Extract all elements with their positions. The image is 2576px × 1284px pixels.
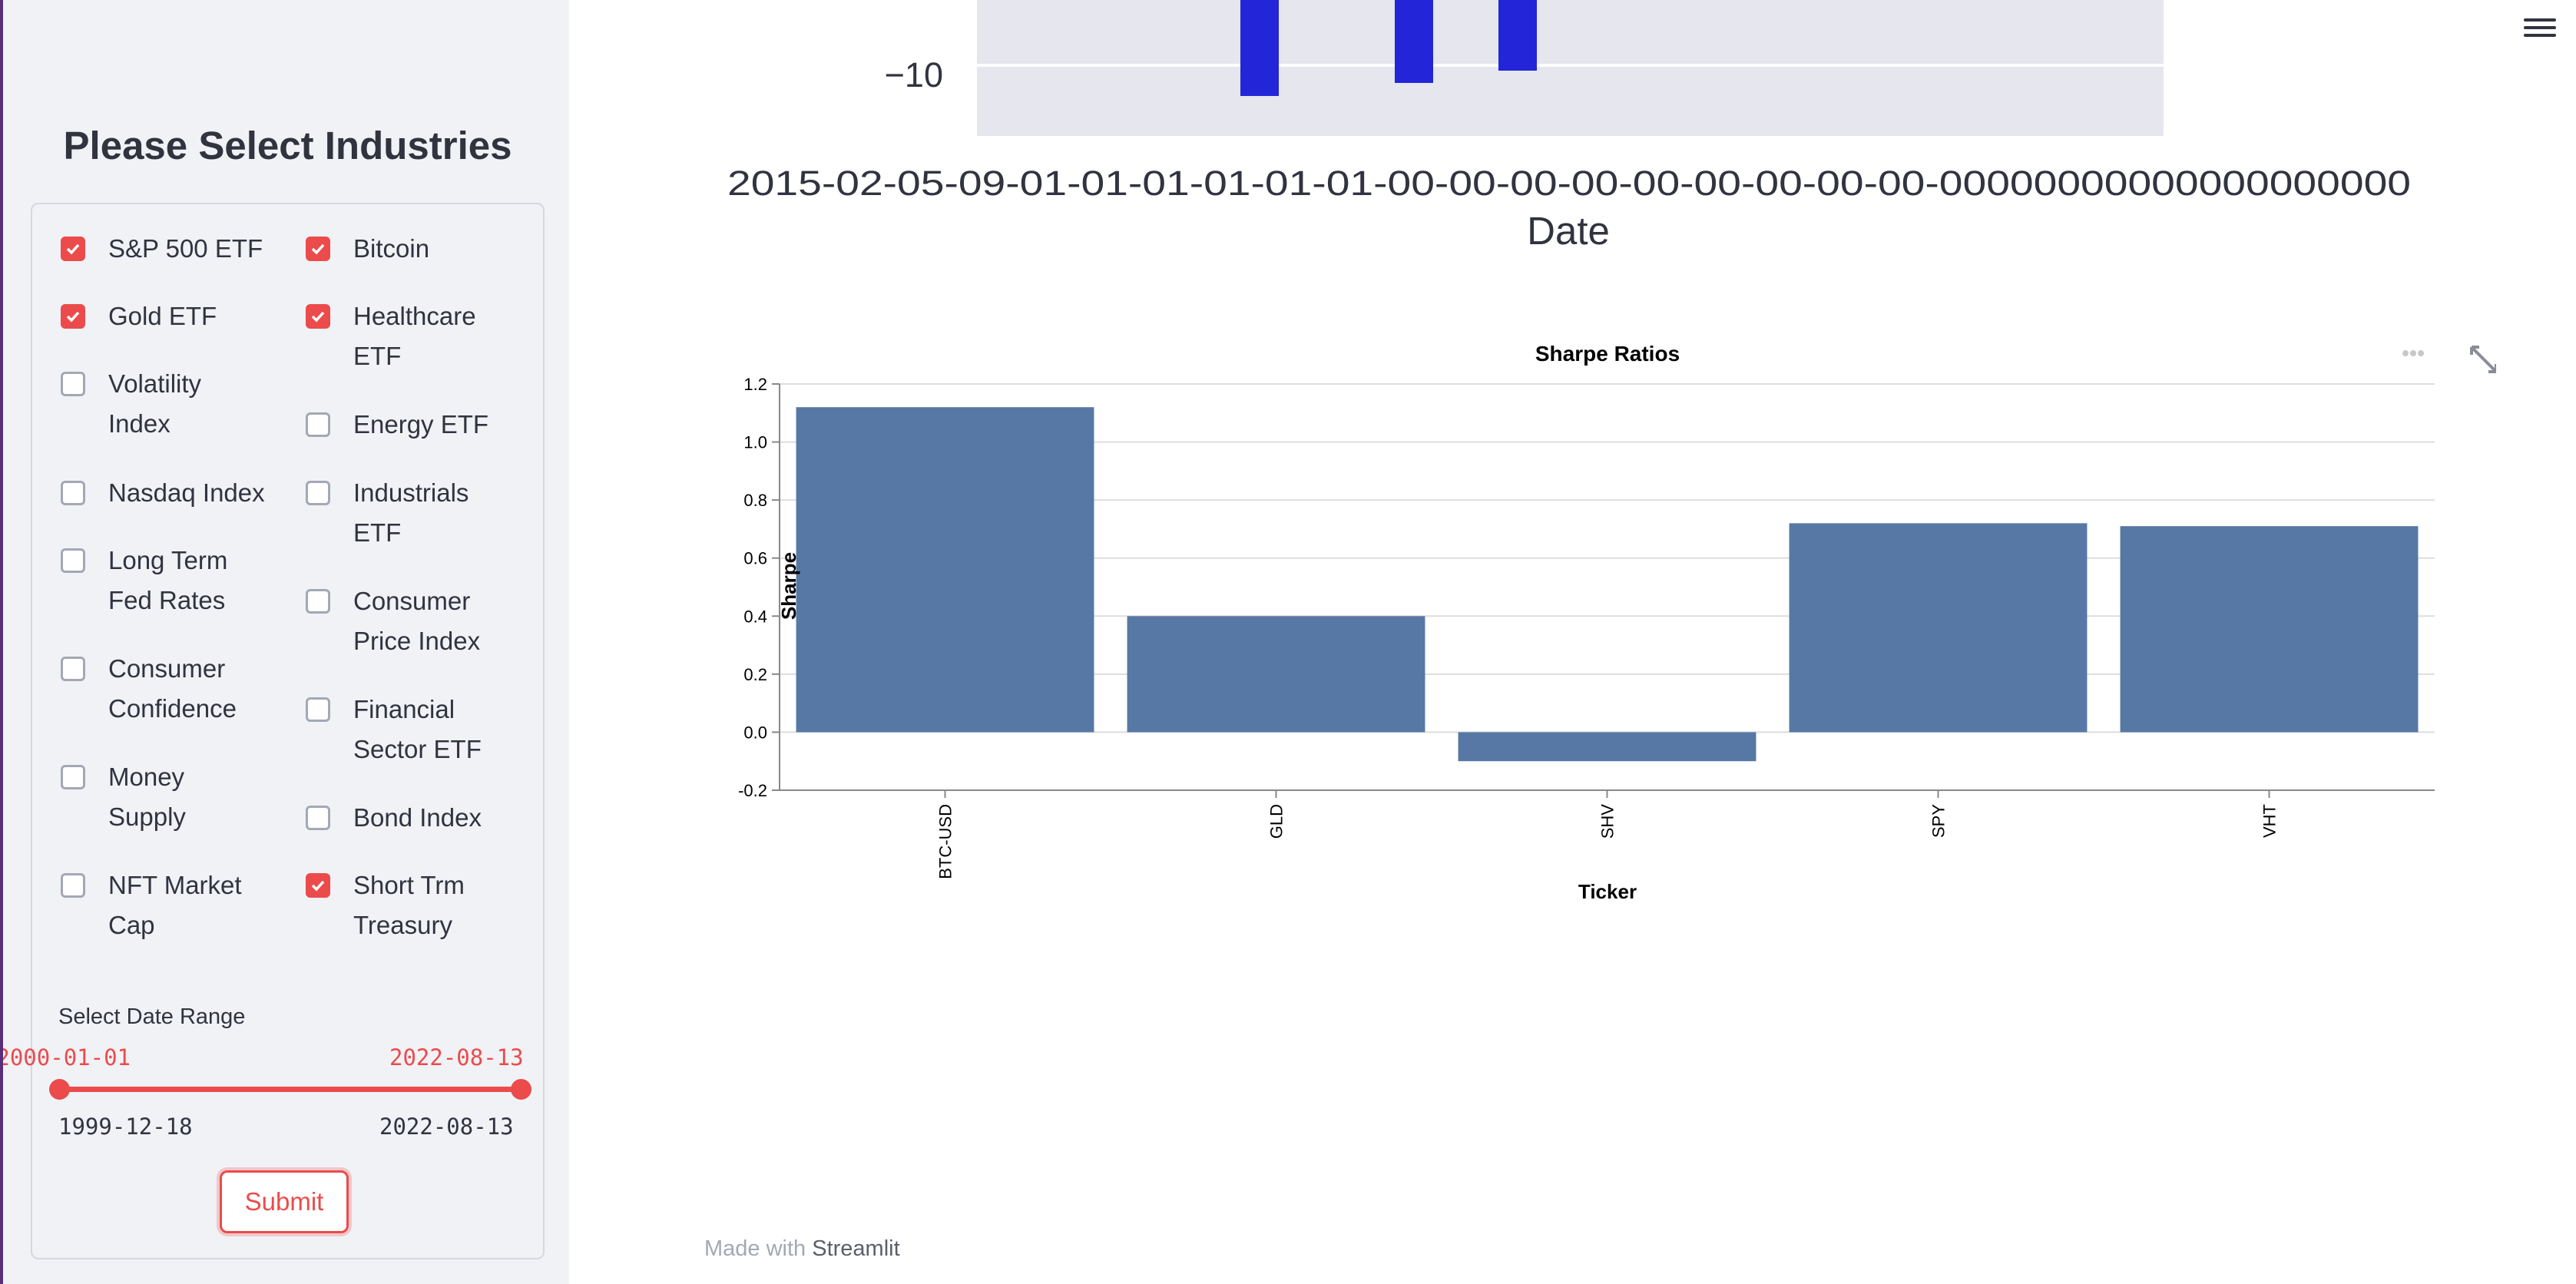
fullscreen-icon[interactable] [2470,346,2496,373]
checkbox-box[interactable] [61,237,85,261]
check-icon [311,311,325,323]
submit-button[interactable]: Submit [220,1170,349,1233]
checkbox-nasdaq-index[interactable]: Nasdaq Index [61,473,265,513]
xtick-label: GLD [1267,804,1286,839]
chart-menu-icon[interactable] [2402,350,2424,356]
checkbox-box[interactable] [61,765,85,789]
bar-shv [1458,732,1757,762]
slider-min-label: 1999-12-18 [58,1114,193,1140]
checkbox-box[interactable] [61,304,85,329]
industry-form [31,203,545,1259]
checkbox-box[interactable] [306,481,330,505]
date-range-slider-track[interactable] [58,1087,522,1092]
checkbox-industrials-etf[interactable]: Industrials ETF [306,473,492,553]
checkbox-sp500-etf[interactable]: S&P 500 ETF [61,229,263,269]
sharpe-ratio-chart: Sharpe Ratios -0.20.00.20.40.60.81.01.2 … [738,342,2496,903]
checkbox-consumer-price-index[interactable]: Consumer Price Index [306,581,492,661]
checkbox-healthcare-etf[interactable]: Healthcare ETF [306,296,492,376]
checkbox-box[interactable] [61,657,85,681]
slider-end-handle[interactable] [511,1079,531,1100]
slider-end-value: 2022-08-13 [389,1044,524,1071]
checkbox-bond-index[interactable]: Bond Index [306,798,482,838]
chart-ylabel: Sharpe [777,552,800,620]
bar-spy [1789,523,2088,733]
checkbox-box[interactable] [61,481,85,505]
ytick-label: 0.0 [743,723,767,742]
top-chart-ytick: −10 [885,55,943,94]
slider-start-handle[interactable] [49,1079,70,1100]
sidebar: Please Select Industries S&P 500 ETF Bit… [0,0,569,1284]
sidebar-title: Please Select Industries [63,124,512,167]
check-icon [66,311,80,323]
date-range-label: Select Date Range [58,1004,246,1029]
hamburger-menu-icon[interactable] [2524,15,2556,41]
slider-start-value-clip: 2000-01-01 [3,1044,131,1075]
checkbox-consumer-confidence[interactable]: Consumer Confidence [61,649,254,729]
footer-prefix: Made with [704,1236,813,1261]
top-chart-xlabel: Date [1527,209,1610,253]
ytick-label: 0.2 [743,665,767,684]
checkbox-box[interactable] [306,873,330,898]
bar-btc-usd [796,407,1094,733]
slider-start-value: 2000-01-01 [3,1044,131,1071]
checkbox-box[interactable] [306,589,330,614]
top-chart-xticks: 2015-02-05-09-01-01-01-01-01-01-00-00-00… [727,164,2411,203]
ytick-label: -0.2 [738,781,767,800]
chart-xlabel: Ticker [1578,880,1637,903]
slider-max-label: 2022-08-13 [379,1114,514,1140]
xtick-label: SHV [1598,804,1617,839]
checkbox-financial-sector-etf[interactable]: Financial Sector ETF [306,690,492,769]
checkbox-box[interactable] [306,412,330,437]
xtick-label: VHT [2260,804,2280,838]
checkbox-volatility-index[interactable]: Volatility Index [61,364,247,444]
checkbox-short-trm-treasury[interactable]: Short Trm Treasury [306,865,492,945]
xtick-label: SPY [1929,804,1949,838]
ytick-label: 1.2 [743,375,767,394]
checkbox-energy-etf[interactable]: Energy ETF [306,405,488,445]
ytick-label: 1.0 [743,433,767,452]
ytick-label: 0.8 [743,491,767,510]
check-icon [66,243,80,255]
top-chart-plot-area [977,0,2164,136]
ytick-label: 0.4 [743,607,767,626]
checkbox-bitcoin[interactable]: Bitcoin [306,229,429,269]
checkbox-gold-etf[interactable]: Gold ETF [61,296,217,336]
check-icon [311,880,325,892]
bar-gld [1127,616,1425,733]
streamlit-link[interactable]: Streamlit [812,1236,900,1261]
top-chart-bar-2 [1395,0,1433,83]
checkbox-box[interactable] [61,873,85,898]
checkbox-money-supply[interactable]: Money Supply [61,757,223,837]
top-chart: −10 2015-02-05-09-01-01-01-01-01-01-00-0… [727,0,2411,253]
ytick-label: 0.6 [743,549,767,568]
checkbox-nft-market-cap[interactable]: NFT Market Cap [61,865,247,945]
top-chart-bar-3 [1498,0,1537,71]
footer: Made with Streamlit [704,1236,900,1262]
checkbox-long-term-fed-rates[interactable]: Long Term Fed Rates [61,541,254,620]
check-icon [311,243,325,255]
top-chart-bar-1 [1240,0,1279,96]
xtick-label: BTC-USD [936,804,955,879]
checkbox-box[interactable] [61,548,85,573]
checkbox-box[interactable] [61,372,85,396]
checkbox-box[interactable] [306,304,330,329]
checkbox-box[interactable] [306,806,330,830]
checkbox-box[interactable] [306,697,330,722]
checkbox-box[interactable] [306,237,330,261]
bar-vht [2120,526,2419,733]
chart-title: Sharpe Ratios [1535,342,1680,366]
